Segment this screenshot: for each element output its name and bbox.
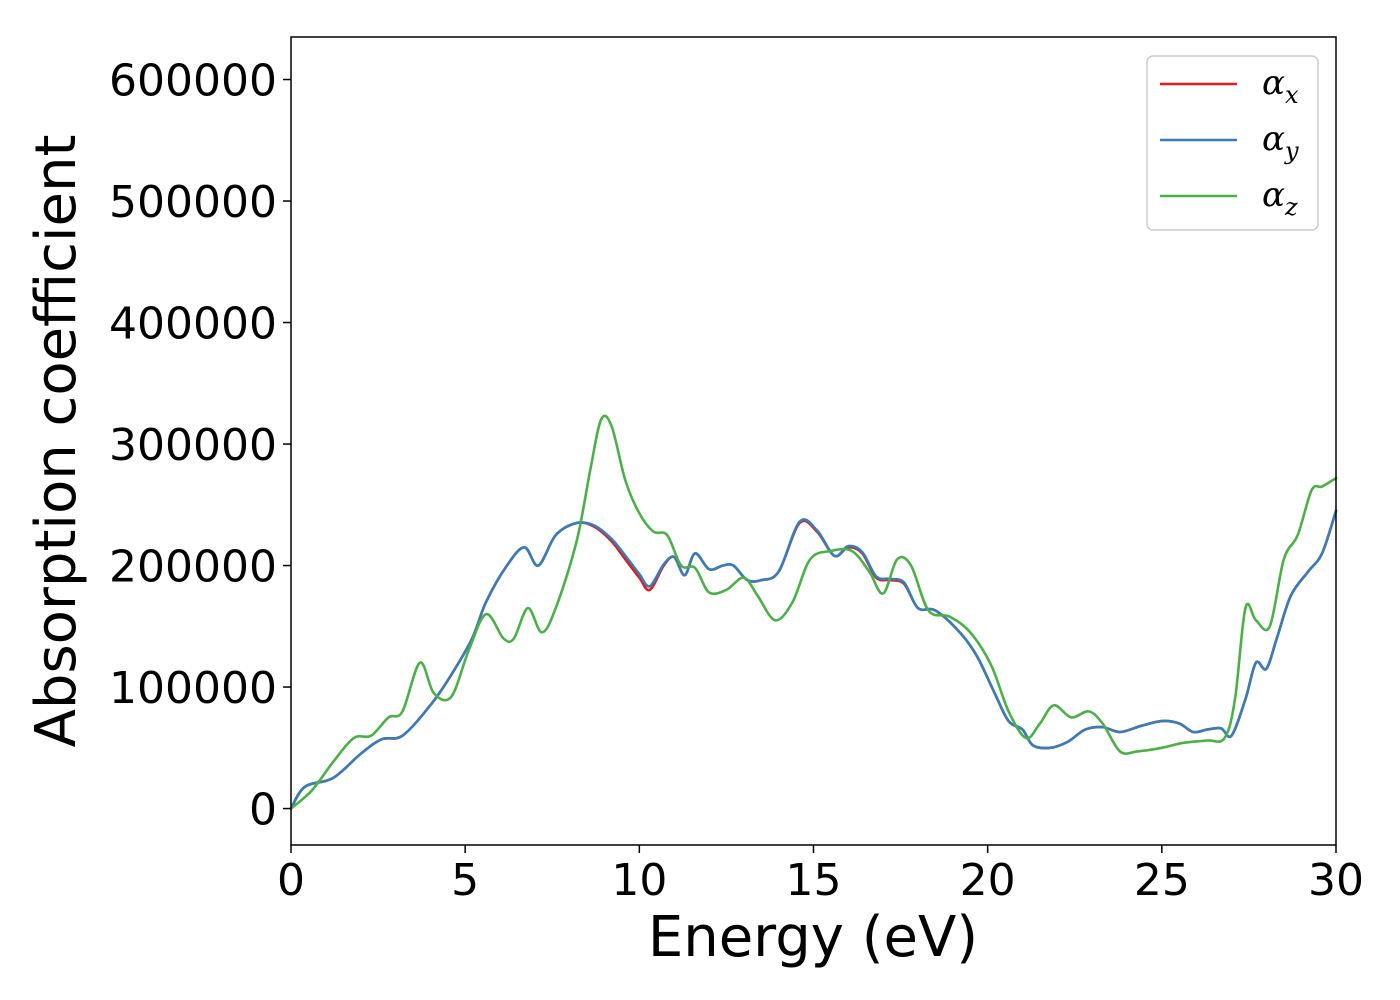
legend-label-base: α: [1262, 63, 1285, 103]
legend-box: [1146, 55, 1319, 231]
x-tick-label: 25: [1134, 855, 1190, 906]
series-line-y: [289, 509, 1338, 810]
x-tick-label: 10: [611, 855, 667, 906]
x-tick-label: 5: [451, 855, 479, 906]
y-tick-label: 200000: [109, 542, 277, 593]
legend-label-base: α: [1262, 119, 1285, 159]
y-axis-title: Absorption coefficient: [24, 135, 89, 748]
legend-label-x: αx: [1262, 63, 1299, 109]
x-tick-label: 20: [960, 855, 1016, 906]
y-tick-label: 300000: [109, 420, 277, 471]
legend-label-subscript: y: [1284, 137, 1299, 165]
legend-label-base: α: [1262, 175, 1285, 215]
y-tick-label: 400000: [109, 299, 277, 350]
legend-label-subscript: z: [1284, 193, 1298, 221]
y-tick-label: 0: [249, 785, 277, 836]
legend-label-z: αz: [1262, 175, 1298, 221]
series-layer: [289, 414, 1338, 810]
x-tick-label: 15: [786, 855, 842, 906]
x-axis-title: Energy (eV): [648, 905, 978, 970]
x-tick-label: 30: [1308, 855, 1364, 906]
series-line-z: [289, 414, 1338, 810]
y-axis-ticks: 0 100000 200000 300000 400000 500000 600000: [109, 56, 291, 836]
x-tick-label: 0: [277, 855, 305, 906]
legend-label-y: αy: [1262, 119, 1299, 165]
y-tick-label: 600000: [109, 56, 277, 107]
y-tick-label: 500000: [109, 177, 277, 228]
legend-label-subscript: x: [1285, 81, 1299, 109]
y-tick-label: 100000: [109, 663, 277, 714]
x-axis-ticks: 0 5 10 15 20 25 30: [277, 845, 1364, 906]
